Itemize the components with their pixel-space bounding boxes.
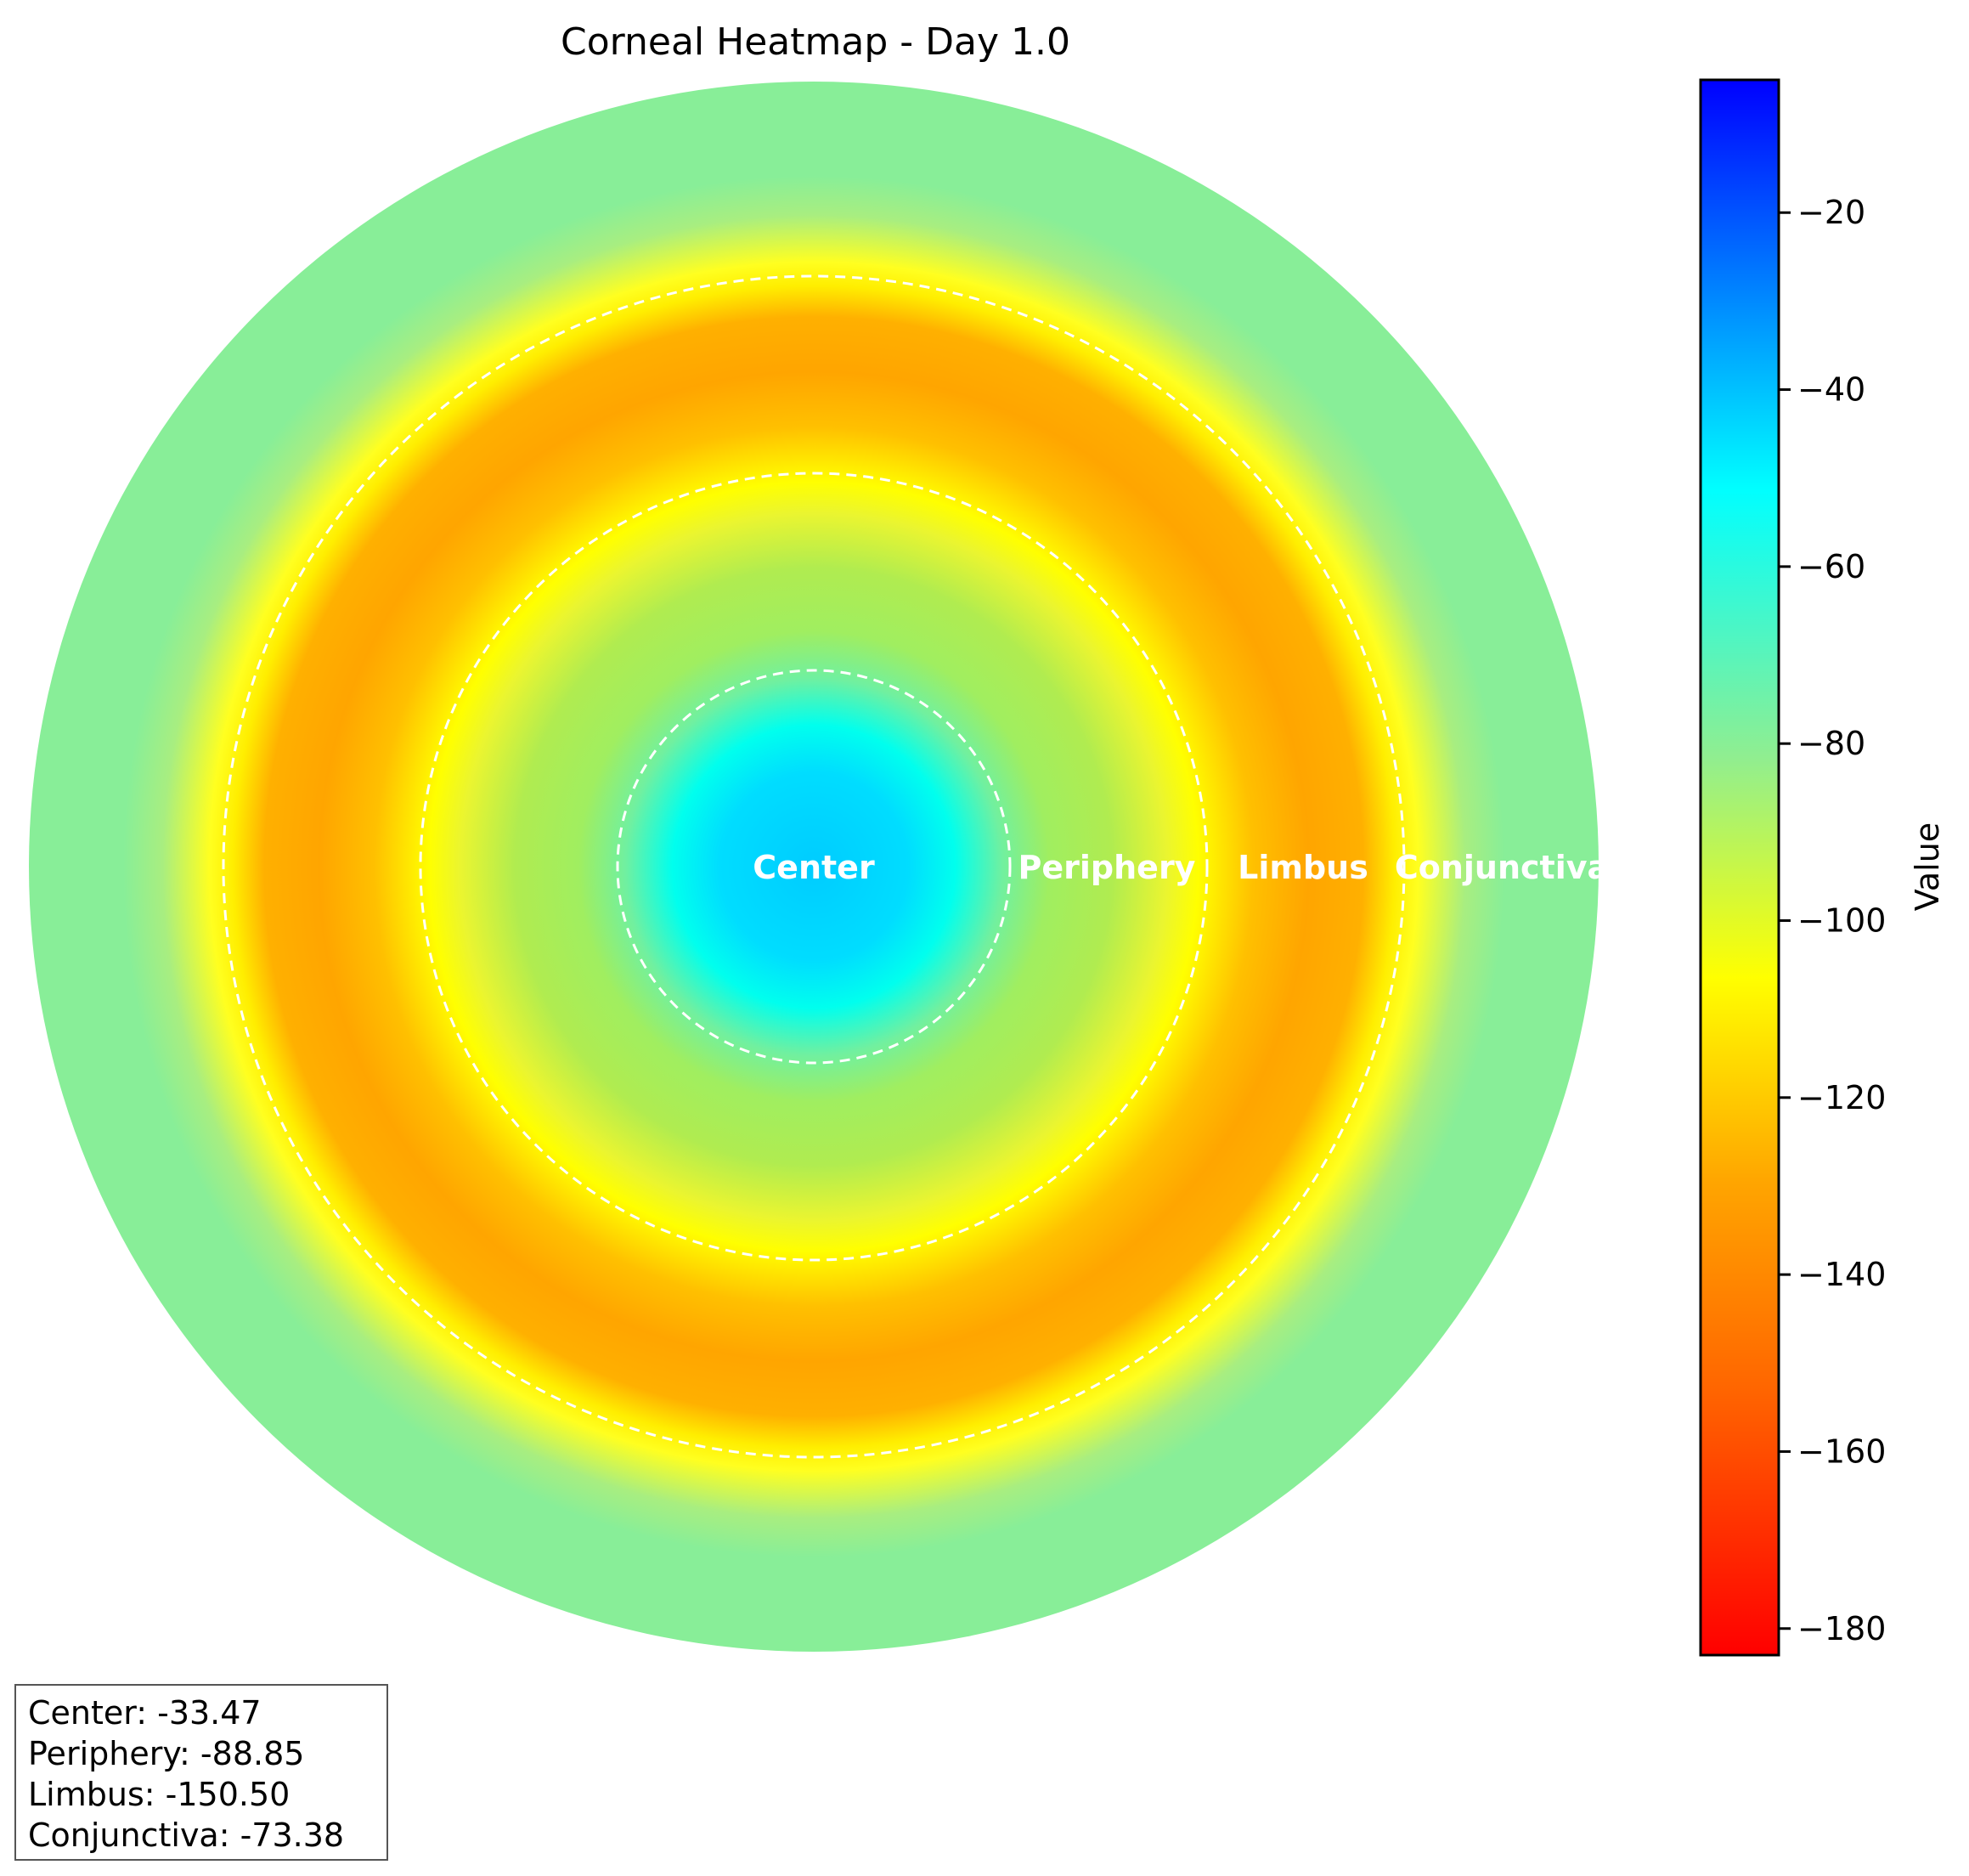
colorbar-tick-label: −160 xyxy=(1797,1432,1886,1470)
colorbar xyxy=(1699,78,1780,1657)
region-label-center: Center xyxy=(753,849,875,886)
heatmap-disc xyxy=(29,82,1599,1652)
region-label-conjunctiva: Conjunctiva xyxy=(1395,849,1609,886)
center-boundary xyxy=(616,669,1012,1065)
colorbar-tick-label: −60 xyxy=(1797,548,1865,585)
colorbar-tick-label: −120 xyxy=(1797,1079,1886,1116)
stats-box: Center: -33.47 Periphery: -88.85 Limbus:… xyxy=(14,1684,388,1861)
colorbar-tick-label: −20 xyxy=(1797,194,1865,231)
stats-line-center: Center: -33.47 xyxy=(28,1694,262,1732)
colorbar-tick-label: −100 xyxy=(1797,901,1886,939)
limbus-boundary xyxy=(222,274,1406,1459)
stats-line-limbus: Limbus: -150.50 xyxy=(28,1776,291,1813)
region-label-periphery: Periphery xyxy=(1018,849,1196,886)
colorbar-tick-label: −180 xyxy=(1797,1610,1886,1647)
colorbar-tick-label: −140 xyxy=(1797,1256,1886,1293)
colorbar-tick-label: −40 xyxy=(1797,371,1865,409)
colorbar-label: Value xyxy=(1909,822,1946,911)
stats-line-periphery: Periphery: -88.85 xyxy=(28,1735,305,1772)
region-label-limbus: Limbus xyxy=(1238,849,1368,886)
colorbar-tick-label: −80 xyxy=(1797,725,1865,762)
periphery-boundary xyxy=(419,472,1209,1262)
colorbar-ticks: −20 −40 −60 −80 −100 −120 −140 −160 −180 xyxy=(1779,194,1886,1647)
region-boundaries xyxy=(222,274,1406,1459)
stats-line-conjunctiva: Conjunctiva: -73.38 xyxy=(28,1817,345,1854)
chart-title: Corneal Heatmap - Day 1.0 xyxy=(561,20,1070,64)
